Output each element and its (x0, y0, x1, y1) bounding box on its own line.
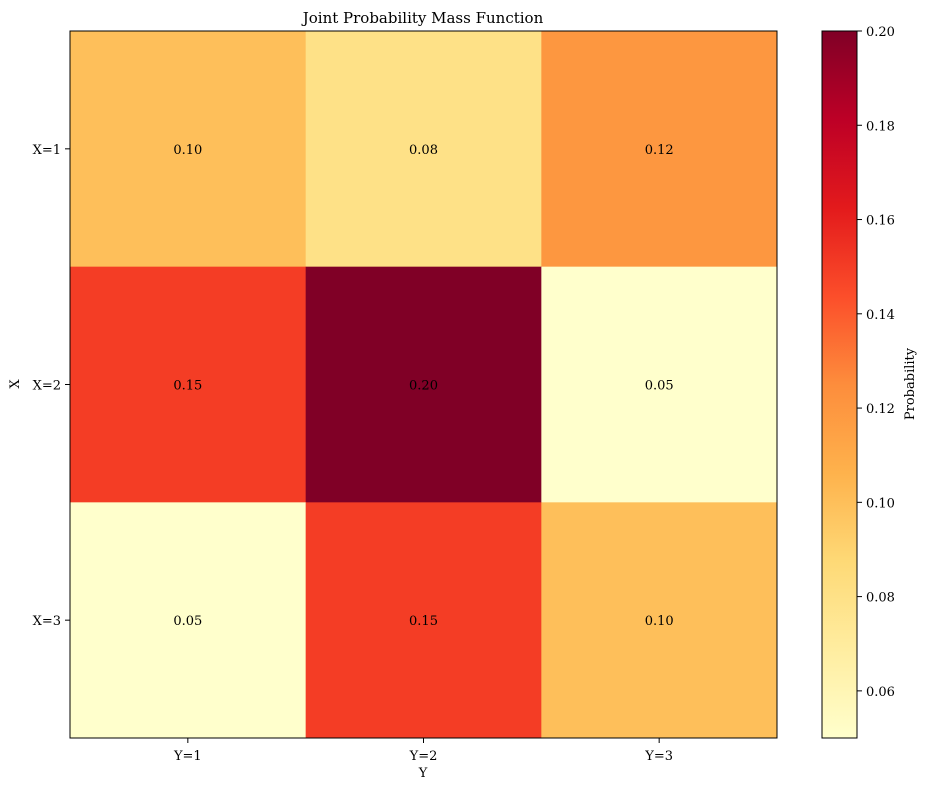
cell-value-label: 0.10 (173, 143, 202, 158)
y-axis-ticks: X=1 X=2 X=3 (33, 143, 70, 629)
cell-value-label: 0.05 (645, 379, 674, 394)
heatmap-cell (305, 31, 542, 268)
colorbar-tick-label: 0.20 (866, 25, 895, 40)
colorbar-tick-label: 0.16 (866, 214, 895, 229)
cell-value-label: 0.12 (645, 143, 674, 158)
cell-value-label: 0.10 (645, 614, 674, 629)
y-tick-label: X=1 (33, 143, 61, 158)
cell-value-label: 0.15 (173, 379, 202, 394)
x-tick-label: Y=1 (173, 749, 202, 764)
heatmap-cell (541, 31, 778, 268)
heatmap-cell (305, 502, 542, 739)
y-tick-label: X=2 (33, 379, 61, 394)
colorbar-ticks: 0.06 0.08 0.10 0.12 0.14 0.16 0.18 0.20 (857, 25, 895, 700)
colorbar-tick-label: 0.08 (866, 591, 895, 606)
cell-value-label: 0.15 (409, 614, 438, 629)
x-axis-label: Y (418, 766, 428, 781)
heatmap-cells (70, 31, 778, 739)
colorbar-tick-label: 0.12 (866, 402, 895, 417)
heatmap-cell (541, 266, 778, 503)
y-tick-label: X=3 (33, 614, 61, 629)
x-tick-label: Y=2 (409, 749, 438, 764)
chart-title: Joint Probability Mass Function (301, 9, 544, 27)
cell-value-label: 0.20 (409, 379, 438, 394)
colorbar (821, 30, 858, 739)
heatmap-cell (70, 31, 307, 268)
colorbar-tick-label: 0.10 (866, 496, 895, 511)
colorbar-tick-label: 0.18 (866, 119, 895, 134)
heatmap-cell (541, 502, 778, 739)
heatmap-cell (70, 502, 307, 739)
cell-value-label: 0.08 (409, 143, 438, 158)
heatmap-cell-labels: 0.10 0.08 0.12 0.15 0.20 0.05 0.05 0.15 0.10 (173, 143, 673, 629)
colorbar-label: Probability (903, 347, 918, 420)
heatmap-cell (70, 266, 307, 503)
cell-value-label: 0.05 (173, 614, 202, 629)
colorbar-tick-label: 0.06 (866, 685, 895, 700)
heatmap-cell (305, 266, 542, 503)
x-tick-label: Y=3 (644, 749, 673, 764)
x-axis-ticks: Y=1 Y=2 Y=3 (173, 738, 673, 764)
y-axis-label: X (8, 379, 23, 389)
colorbar-tick-label: 0.14 (866, 308, 895, 323)
